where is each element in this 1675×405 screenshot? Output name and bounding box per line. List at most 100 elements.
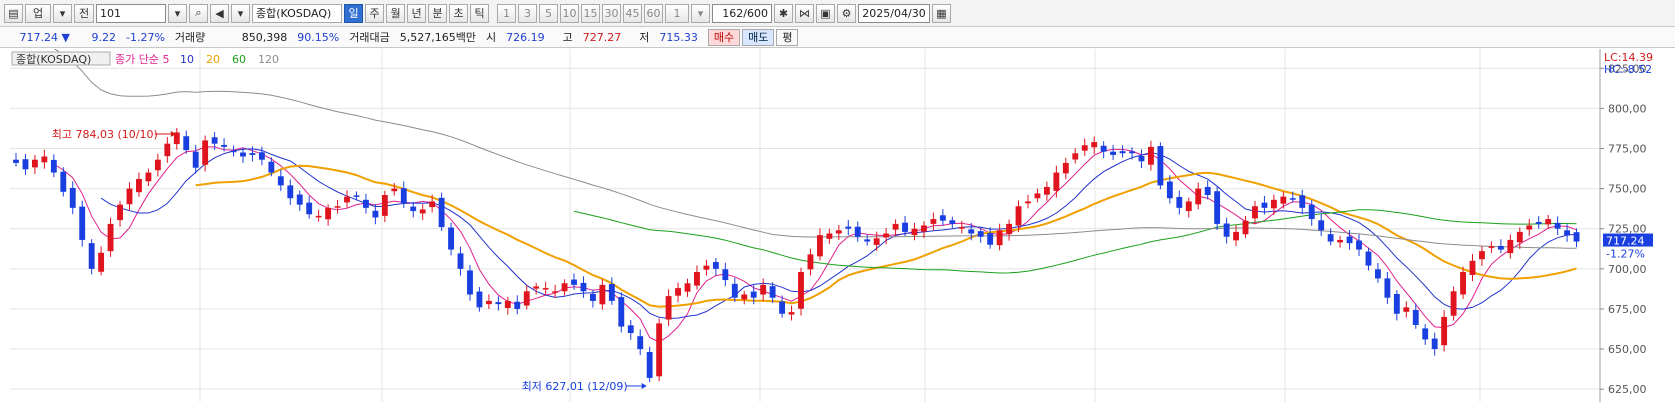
minute-5-label: 5 bbox=[545, 6, 552, 20]
candle-body bbox=[1043, 186, 1050, 195]
candle-body bbox=[1081, 145, 1088, 151]
candle-body bbox=[1346, 236, 1353, 244]
candle-body bbox=[996, 230, 1003, 246]
change-value: 9.22 bbox=[91, 30, 117, 44]
count-value: 162/600 bbox=[722, 6, 768, 20]
candle-body bbox=[1195, 188, 1202, 205]
candle-body bbox=[1479, 251, 1485, 260]
candlestick-chart[interactable]: 625,00 650,00 675,00 700,00 725,00 750,00 775,… bbox=[0, 40, 1675, 402]
low-label: 저 bbox=[639, 31, 650, 44]
count-input[interactable]: 162/600 bbox=[712, 3, 772, 23]
sound-dropdown-icon[interactable]: ▾ bbox=[231, 3, 250, 23]
period-second[interactable]: 초 bbox=[449, 3, 468, 23]
candle-body bbox=[1110, 151, 1117, 155]
minute-dropdown-icon[interactable]: ▾ bbox=[691, 3, 710, 23]
period-second-label: 초 bbox=[453, 7, 464, 20]
settings-gear-icon[interactable]: ⚙ bbox=[837, 3, 856, 23]
period-minute[interactable]: 분 bbox=[428, 3, 447, 23]
candle-body bbox=[211, 137, 218, 144]
legend-series-name: 종합(KOSDAQ) bbox=[16, 53, 91, 66]
candle-body bbox=[627, 325, 634, 334]
period-week[interactable]: 주 bbox=[365, 3, 384, 23]
date-input[interactable]: 2025/04/30 bbox=[858, 3, 930, 23]
minute-5-button[interactable]: 5 bbox=[539, 3, 558, 23]
low-arrow-head bbox=[641, 382, 647, 389]
candle-body bbox=[798, 272, 804, 309]
search-icon[interactable]: ⌕ bbox=[189, 3, 208, 23]
prev-button[interactable]: 전 bbox=[74, 3, 94, 23]
minute-60-button[interactable]: 60 bbox=[644, 3, 663, 23]
candle-body bbox=[599, 284, 606, 305]
candle-body bbox=[675, 288, 681, 296]
candle-body bbox=[240, 152, 246, 157]
candle-body bbox=[788, 312, 795, 315]
chart-type-icon[interactable]: ⋈ bbox=[795, 3, 814, 23]
layout-icon[interactable]: ▤ bbox=[4, 3, 23, 23]
minute-15-button[interactable]: 15 bbox=[581, 3, 600, 23]
eval-button[interactable]: 평 bbox=[776, 28, 799, 46]
candle-body bbox=[277, 176, 284, 186]
save-icon[interactable]: ▣ bbox=[816, 3, 835, 23]
minute-30-button[interactable]: 30 bbox=[602, 3, 621, 23]
candle-body bbox=[911, 228, 918, 236]
minute-60-label: 60 bbox=[646, 6, 661, 20]
candle-body bbox=[344, 196, 350, 203]
candle-body bbox=[1337, 239, 1344, 243]
candle-body bbox=[750, 291, 757, 298]
legend-ma-label: 종가 단순 5 bbox=[115, 53, 169, 66]
candle-body bbox=[1299, 195, 1306, 208]
candle-body bbox=[400, 188, 407, 204]
candle-body bbox=[1233, 231, 1239, 241]
period-year[interactable]: 년 bbox=[407, 3, 426, 23]
y-tick-label: 825,00 bbox=[1608, 62, 1647, 75]
chart-area[interactable]: 625,00 650,00 675,00 700,00 725,00 750,00 775,… bbox=[0, 40, 1675, 402]
code-dropdown-icon[interactable]: ▾ bbox=[168, 3, 187, 23]
amount-label: 거래대금 bbox=[349, 31, 390, 44]
period-tick[interactable]: 틱 bbox=[470, 3, 489, 23]
candle-body bbox=[183, 136, 190, 151]
date-value: 2025/04/30 bbox=[862, 6, 926, 20]
low-value: 715.33 bbox=[659, 30, 698, 44]
candle-body bbox=[485, 300, 492, 305]
minute-1-button[interactable]: 1 bbox=[497, 3, 516, 23]
dropdown-arrow-icon[interactable]: ▾ bbox=[53, 3, 72, 23]
sell-button[interactable]: 매도 bbox=[742, 28, 775, 46]
minute-value[interactable]: 1 bbox=[665, 3, 689, 23]
candle-body bbox=[514, 301, 521, 309]
candle-body bbox=[287, 185, 294, 199]
candle-body bbox=[571, 279, 577, 285]
minute-3-button[interactable]: 3 bbox=[518, 3, 537, 23]
candle-body bbox=[1025, 201, 1031, 204]
candle-body bbox=[987, 233, 994, 245]
sound-icon[interactable]: ◀ bbox=[210, 3, 229, 23]
candle-body bbox=[1564, 230, 1571, 236]
candle-body bbox=[694, 272, 700, 286]
candle-body bbox=[1526, 225, 1533, 230]
calendar-icon[interactable]: ▦ bbox=[932, 3, 951, 23]
buy-button[interactable]: 매수 bbox=[707, 28, 741, 46]
candle-body bbox=[1204, 186, 1211, 196]
minute-10-button[interactable]: 10 bbox=[560, 3, 579, 23]
code-input[interactable]: 101 bbox=[96, 3, 166, 23]
high-annotation: 최고 784,03 (10/10) bbox=[52, 128, 158, 141]
candle-body bbox=[949, 220, 956, 224]
candle-body bbox=[391, 188, 398, 192]
legend-period-120: 120 bbox=[258, 53, 279, 66]
period-month[interactable]: 월 bbox=[386, 3, 405, 23]
candle-body bbox=[117, 204, 123, 221]
market-type-select[interactable]: 업 bbox=[25, 3, 51, 23]
candle-body bbox=[1497, 245, 1504, 250]
crosshair-icon[interactable]: ✱ bbox=[774, 3, 793, 23]
market-type-label: 업 bbox=[32, 7, 44, 20]
candle-body bbox=[1431, 338, 1438, 350]
minute-45-button[interactable]: 45 bbox=[623, 3, 642, 23]
candle-body bbox=[1516, 231, 1523, 243]
candle-body bbox=[864, 239, 871, 242]
candle-body bbox=[769, 286, 776, 298]
period-day[interactable]: 일 bbox=[344, 3, 363, 23]
candle-body bbox=[608, 284, 615, 301]
y-tick-label: 650,00 bbox=[1608, 343, 1647, 356]
candle-body bbox=[154, 159, 161, 171]
candle-body bbox=[1252, 206, 1258, 219]
candle-body bbox=[457, 253, 464, 269]
